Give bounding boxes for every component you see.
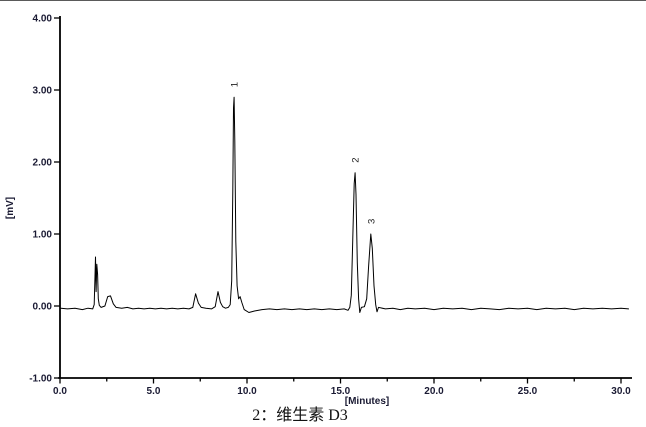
chromatogram-plot: -1.00 0.00 1.00 2.00 3.00 4.00 0.0 5.0 10.0 15.0 2…	[5, 14, 632, 408]
x-tick-label: 0.0	[53, 386, 67, 397]
peak-label-2: 2	[351, 158, 362, 163]
axis-ticks	[54, 17, 622, 384]
x-tick-label: 20.0	[424, 386, 444, 397]
x-tick-label: 10.0	[237, 386, 257, 397]
x-tick-label: 30.0	[611, 386, 631, 397]
peak-label-1: 1	[230, 82, 241, 87]
y-tick-label: 3.00	[33, 86, 53, 97]
y-tick-label: 2.00	[33, 158, 53, 169]
peak-labels-group: 1 2 3	[230, 82, 378, 224]
x-tick-label: 5.0	[147, 386, 161, 397]
y-tick-label: -1.00	[29, 374, 52, 385]
y-tick-label: 1.00	[33, 230, 53, 241]
x-tick-label: 25.0	[518, 386, 538, 397]
axis-labels: -1.00 0.00 1.00 2.00 3.00 4.00 0.0 5.0 10.0 15.0 2…	[5, 14, 631, 408]
y-tick-label: 0.00	[33, 302, 53, 313]
y-tick-label: 4.00	[33, 14, 53, 25]
signal-trace-group	[60, 96, 629, 313]
y-axis-title: [mV]	[5, 197, 16, 219]
x-axis-title: [Minutes]	[345, 396, 389, 407]
axes	[58, 16, 632, 379]
chromatogram-trace	[60, 96, 629, 313]
x-tick-label: 15.0	[331, 386, 351, 397]
peak-label-3: 3	[366, 219, 377, 224]
figure-caption: 2：维生素 D3	[252, 407, 348, 424]
